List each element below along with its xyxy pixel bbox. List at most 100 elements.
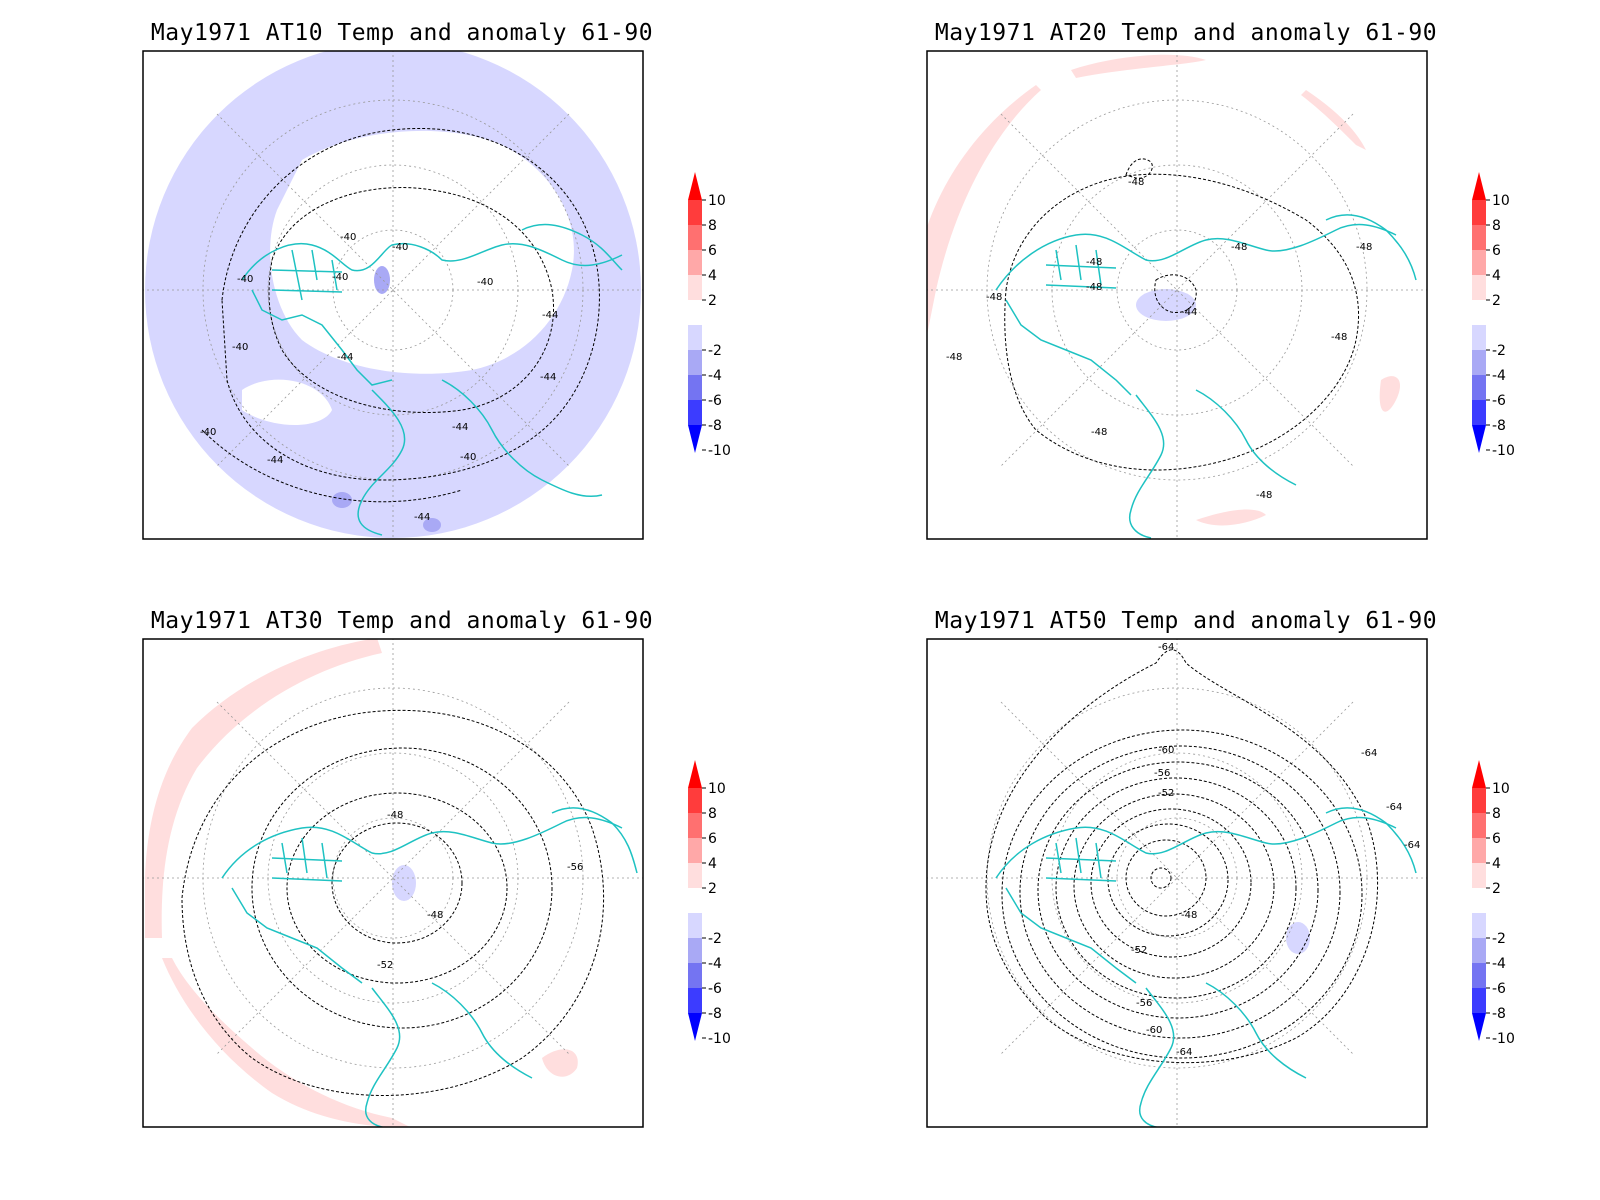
- colorbar-segment: [688, 863, 702, 888]
- colorbar-tick-label: -2: [1492, 343, 1506, 359]
- contour-labels: -48 -48 -48 -48 -48 -48 -48 -48 -44 -48 …: [946, 177, 1372, 501]
- colorbar-tick-label: -4: [708, 956, 722, 972]
- colorbar-segment: [688, 913, 702, 938]
- contour-label: -64: [1361, 748, 1377, 759]
- contour-label: -44: [1181, 307, 1197, 318]
- coastlines: [995, 807, 1417, 1127]
- colorbar-segment: [1472, 988, 1486, 1013]
- polar-map: -64 -60 -56 -52 -48 -52 -56 -60 -64 -64 …: [926, 638, 1428, 1128]
- colorbar-segment: [688, 325, 702, 350]
- negative-anomaly-core: [423, 518, 441, 532]
- colorbar: 10 8 6 4 2 -2 -4 -6 -8 -10: [688, 172, 731, 459]
- colorbar-segment: [1472, 813, 1486, 838]
- contour-label: -52: [377, 960, 393, 971]
- colorbar-tick-label: 2: [1492, 293, 1501, 309]
- graticule: [927, 51, 1427, 539]
- colorbar-tick-label: 6: [1492, 243, 1501, 259]
- contour-label: -48: [1356, 242, 1372, 253]
- colorbar-segment: [688, 813, 702, 838]
- polar-map: -48 -48 -48 -48 -48 -48 -48 -48 -44 -48 …: [926, 50, 1428, 540]
- colorbar-tick-label: 6: [708, 243, 717, 259]
- colorbar-min-arrow: [1472, 1013, 1486, 1041]
- colorbar-segment: [1472, 375, 1486, 400]
- colorbar-segment: [688, 300, 702, 325]
- colorbar-segment: [688, 788, 702, 813]
- colorbar-segment: [1472, 275, 1486, 300]
- colorbar-tick-label: -10: [708, 443, 731, 459]
- colorbar-tick-label: -4: [1492, 956, 1506, 972]
- panel-at20: May1971 AT20 Temp and anomaly 61-90: [926, 16, 1446, 576]
- colorbar-segment: [1472, 300, 1486, 325]
- contour-label: -48: [1181, 910, 1197, 921]
- colorbar-segment: [1472, 225, 1486, 250]
- colorbar-segment: [688, 838, 702, 863]
- colorbar-tick-label: 2: [708, 881, 717, 897]
- panel-title: May1971 AT50 Temp and anomaly 61-90: [934, 608, 1438, 634]
- colorbar-tick-label: 10: [1492, 781, 1510, 797]
- positive-anomaly-band: [1071, 54, 1206, 78]
- colorbar-segment: [688, 375, 702, 400]
- colorbar-tick-label: -4: [708, 368, 722, 384]
- negative-anomaly-core: [1286, 922, 1310, 954]
- isotherms: [1004, 158, 1360, 471]
- contour-label: -40: [392, 242, 408, 253]
- colorbar-segment: [1472, 200, 1486, 225]
- colorbar-max-arrow: [688, 172, 702, 200]
- hemisphere-disc: [929, 639, 1425, 1126]
- contour-label: -60: [1146, 1025, 1162, 1036]
- contour-labels: -64 -60 -56 -52 -48 -52 -56 -60 -64 -64 …: [1131, 642, 1420, 1058]
- polar-map: -40 -40 -40 -40 -40 -40 -40 -40 -44 -44 …: [142, 50, 644, 540]
- contour-label: -64: [1158, 642, 1174, 653]
- colorbar-tick-label: 4: [708, 268, 717, 284]
- colorbar-segment: [1472, 325, 1486, 350]
- graticule: [143, 51, 643, 539]
- colorbar-tick-label: 8: [708, 806, 717, 822]
- panel-at50: May1971 AT50 Temp and anomaly 61-90: [926, 604, 1446, 1164]
- colorbar-tick-label: -6: [708, 393, 722, 409]
- colorbar-tick-label: -8: [708, 418, 722, 434]
- colorbar-tick-label: 10: [708, 193, 726, 209]
- contour-label: -52: [1158, 788, 1174, 799]
- colorbar-segment: [1472, 888, 1486, 913]
- contour-label: -44: [337, 352, 353, 363]
- colorbar-segment: [1472, 963, 1486, 988]
- colorbar-segment: [688, 988, 702, 1013]
- colorbar-tick-label: -2: [708, 931, 722, 947]
- colorbar-tick-label: 2: [1492, 881, 1501, 897]
- colorbar-segment: [1472, 938, 1486, 963]
- negative-anomaly-core: [1136, 289, 1196, 321]
- colorbar-tick-label: -2: [708, 343, 722, 359]
- positive-anomaly-band: [927, 85, 1041, 335]
- negative-anomaly-core: [392, 865, 416, 901]
- colorbar-tick-label: -6: [1492, 393, 1506, 409]
- contour-label: -48: [1128, 177, 1144, 188]
- map-frame: [926, 638, 1428, 1128]
- contour-label: -48: [946, 352, 962, 363]
- contour-label: -48: [427, 910, 443, 921]
- contour-label: -48: [1256, 490, 1272, 501]
- colorbar-segment: [1472, 400, 1486, 425]
- contour-label: -44: [452, 422, 468, 433]
- colorbar-tick-label: 4: [1492, 268, 1501, 284]
- colorbar-tick-label: -8: [708, 1006, 722, 1022]
- near-normal-region: [242, 379, 332, 425]
- colorbar-segment: [688, 400, 702, 425]
- colorbar-segment: [688, 275, 702, 300]
- contour-label: -40: [460, 452, 476, 463]
- colorbar-tick-label: -10: [708, 1031, 731, 1047]
- isotherms: [985, 649, 1378, 1064]
- colorbar-segment: [688, 250, 702, 275]
- colorbar-segment: [1472, 913, 1486, 938]
- positive-anomaly-band: [162, 958, 410, 1127]
- contour-label: -44: [267, 455, 283, 466]
- contour-labels: -48 -48 -52 -56: [377, 810, 583, 971]
- colorbar-tick-label: 10: [708, 781, 726, 797]
- contour-label: -48: [387, 810, 403, 821]
- colorbar-tick-label: 2: [708, 293, 717, 309]
- colorbar-tick-label: -10: [1492, 443, 1515, 459]
- contour-label: -40: [332, 272, 348, 283]
- contour-label: -48: [1231, 242, 1247, 253]
- positive-anomaly-band: [1196, 509, 1266, 526]
- colorbar-segment: [688, 963, 702, 988]
- colorbar-tick-label: -6: [708, 981, 722, 997]
